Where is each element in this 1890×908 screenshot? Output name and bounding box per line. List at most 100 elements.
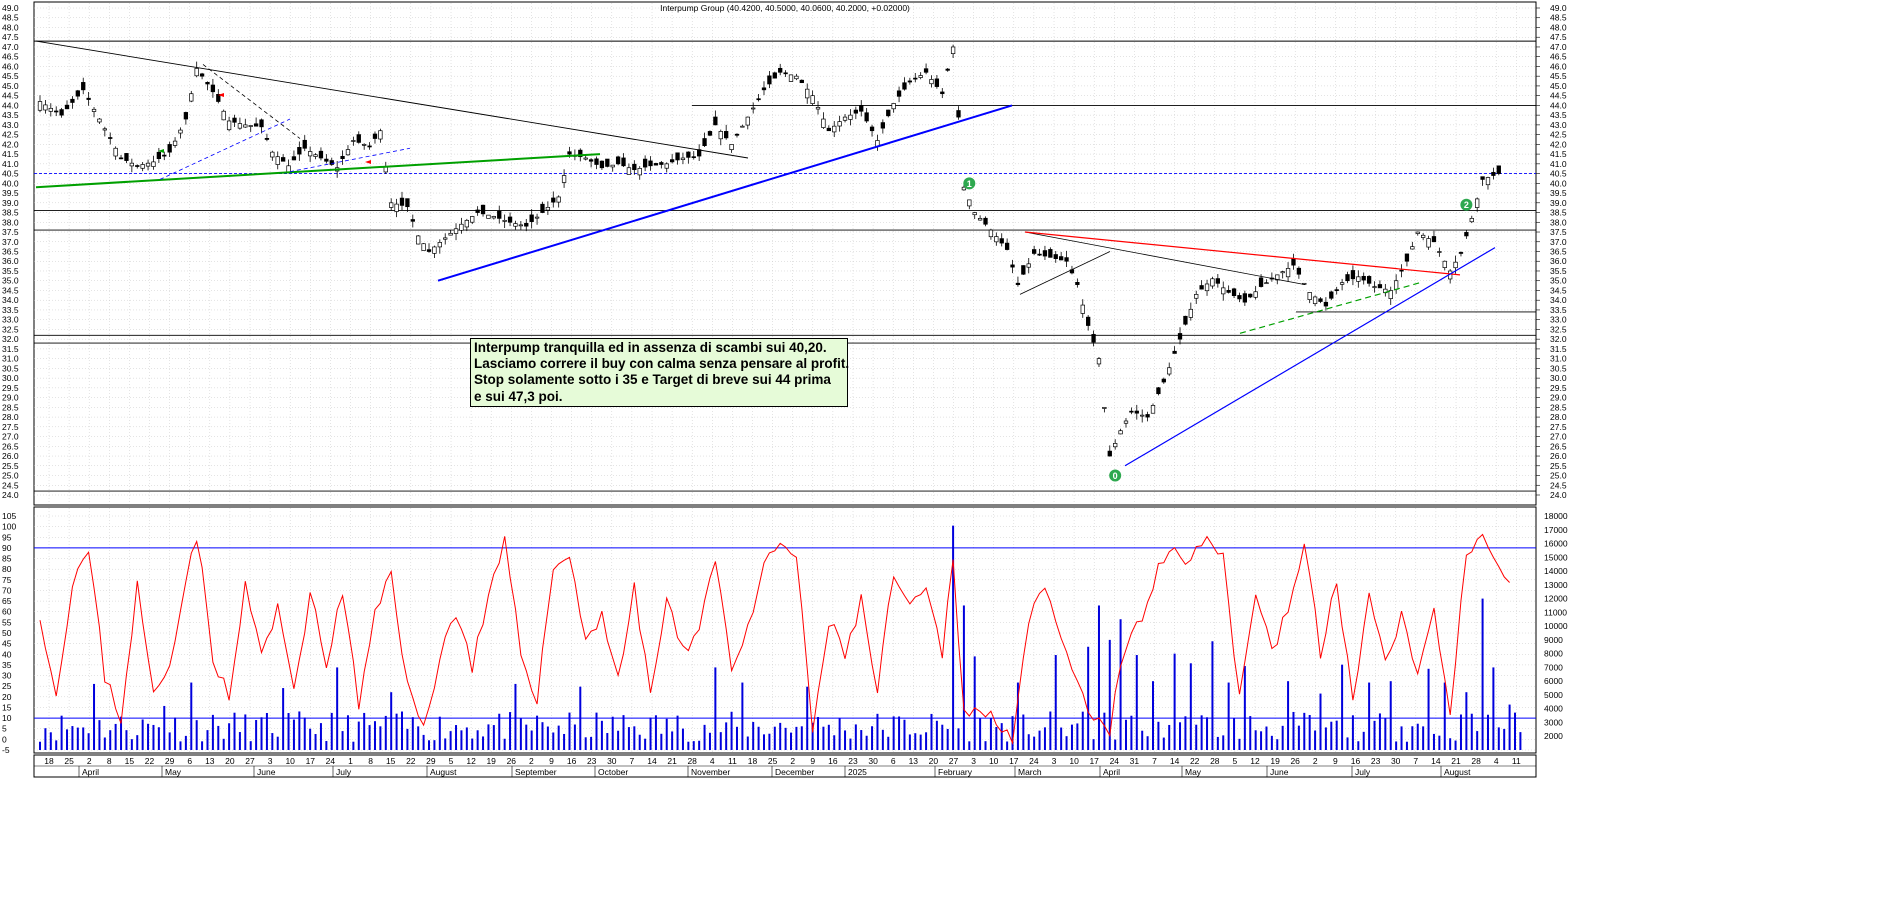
- candle-body: [102, 128, 107, 131]
- day-tick-label: 10: [285, 756, 295, 766]
- candle-body: [583, 157, 588, 160]
- candle-body: [448, 232, 453, 236]
- candle-body: [399, 197, 405, 206]
- day-tick-label: 24: [1029, 756, 1039, 766]
- volume-bar: [622, 715, 625, 750]
- volume-bar: [1130, 715, 1133, 750]
- candle-body: [1339, 282, 1345, 285]
- month-label: October: [598, 767, 628, 777]
- candle-body: [1161, 378, 1166, 383]
- candle-body: [761, 87, 767, 91]
- day-tick-label: 27: [245, 756, 255, 766]
- price-tick-label-left: 26.5: [2, 441, 19, 451]
- price-tick-label-right: 47.0: [1550, 42, 1567, 52]
- candle-body: [59, 109, 64, 116]
- volume-bar: [941, 724, 944, 750]
- volume-bar: [654, 715, 657, 750]
- candle-body: [621, 157, 626, 167]
- day-tick-label: 28: [1210, 756, 1220, 766]
- volume-bar: [541, 722, 544, 750]
- day-tick-label: 24: [1110, 756, 1120, 766]
- candle-body: [1356, 276, 1361, 282]
- candle-body: [259, 119, 264, 128]
- volume-bar: [1330, 721, 1333, 750]
- volume-bar: [1152, 681, 1155, 750]
- day-tick-label: 12: [466, 756, 476, 766]
- volume-bar: [876, 713, 879, 750]
- volume-tick-label: 9000: [1544, 635, 1563, 645]
- candle-body: [913, 77, 918, 80]
- candle-body: [1350, 270, 1356, 280]
- volume-bar: [174, 717, 177, 750]
- candle-body: [880, 122, 886, 129]
- candle-body: [270, 151, 275, 158]
- volume-bar: [1297, 725, 1300, 750]
- price-tick-label-left: 27.5: [2, 422, 19, 432]
- day-tick-label: 28: [687, 756, 697, 766]
- price-tick-label-left: 45.5: [2, 71, 19, 81]
- price-tick-label-right: 37.5: [1550, 227, 1567, 237]
- day-tick-label: 4: [1494, 756, 1499, 766]
- day-tick-label: 15: [125, 756, 135, 766]
- price-tick-label-right: 49.0: [1550, 3, 1567, 13]
- candle-body: [405, 198, 410, 208]
- volume-bar: [1378, 713, 1381, 750]
- volume-bar: [282, 688, 285, 750]
- candlestick-series: [37, 44, 1501, 457]
- candle-body: [1366, 276, 1372, 284]
- volume-bar: [471, 738, 474, 750]
- candle-body: [70, 98, 75, 103]
- wave-marker-label: 2: [1464, 200, 1469, 210]
- volume-tick-label: 8000: [1544, 649, 1563, 659]
- candle-body: [81, 82, 86, 91]
- day-tick-label: 20: [929, 756, 939, 766]
- price-tick-label-left: 37.5: [2, 227, 19, 237]
- candle-body: [1437, 251, 1442, 253]
- volume-bar: [492, 725, 495, 750]
- candle-body: [1113, 443, 1118, 448]
- candle-body: [194, 68, 199, 77]
- volume-bar: [854, 724, 857, 750]
- price-tick-label-right: 27.0: [1550, 432, 1567, 442]
- volume-bar: [1270, 735, 1273, 750]
- candle-body: [567, 151, 572, 155]
- volume-bar: [584, 737, 587, 750]
- oscillator-tick-label: -5: [2, 745, 10, 755]
- day-tick-label: 9: [549, 756, 554, 766]
- candle-body: [367, 145, 372, 148]
- month-label: July: [336, 767, 352, 777]
- candle-body: [518, 224, 524, 227]
- day-tick-label: 2: [790, 756, 795, 766]
- candle-body: [1458, 252, 1464, 254]
- volume-bar: [1103, 712, 1106, 750]
- price-tick-label-left: 48.5: [2, 13, 19, 23]
- price-tick-label-right: 46.5: [1550, 52, 1567, 62]
- volume-bar: [563, 733, 566, 750]
- candle-body: [740, 125, 745, 128]
- candle-body: [605, 158, 610, 167]
- candle-body: [1150, 405, 1156, 414]
- volume-bar: [125, 730, 128, 750]
- volume-bar: [114, 723, 117, 750]
- volume-bar: [919, 734, 922, 750]
- day-tick-label: 22: [406, 756, 416, 766]
- candle-body: [551, 197, 556, 203]
- candle-body: [1004, 242, 1010, 250]
- volume-bar: [509, 712, 512, 750]
- candle-body: [1031, 249, 1037, 254]
- volume-bar: [1265, 726, 1268, 750]
- candle-body: [778, 67, 783, 73]
- volume-bar: [1260, 731, 1263, 750]
- volume-bar: [1443, 682, 1446, 750]
- volume-bar: [147, 723, 150, 750]
- price-tick-label-right: 42.5: [1550, 130, 1567, 140]
- volume-bar: [1141, 730, 1144, 750]
- volume-bar: [1346, 737, 1349, 750]
- volume-bar: [552, 732, 555, 750]
- candle-body: [815, 106, 821, 110]
- candle-body: [578, 149, 583, 158]
- price-tick-label-right: 34.5: [1550, 285, 1567, 295]
- volume-series: [39, 525, 1522, 750]
- volume-bar: [222, 738, 225, 750]
- price-tick-label-right: 36.0: [1550, 256, 1567, 266]
